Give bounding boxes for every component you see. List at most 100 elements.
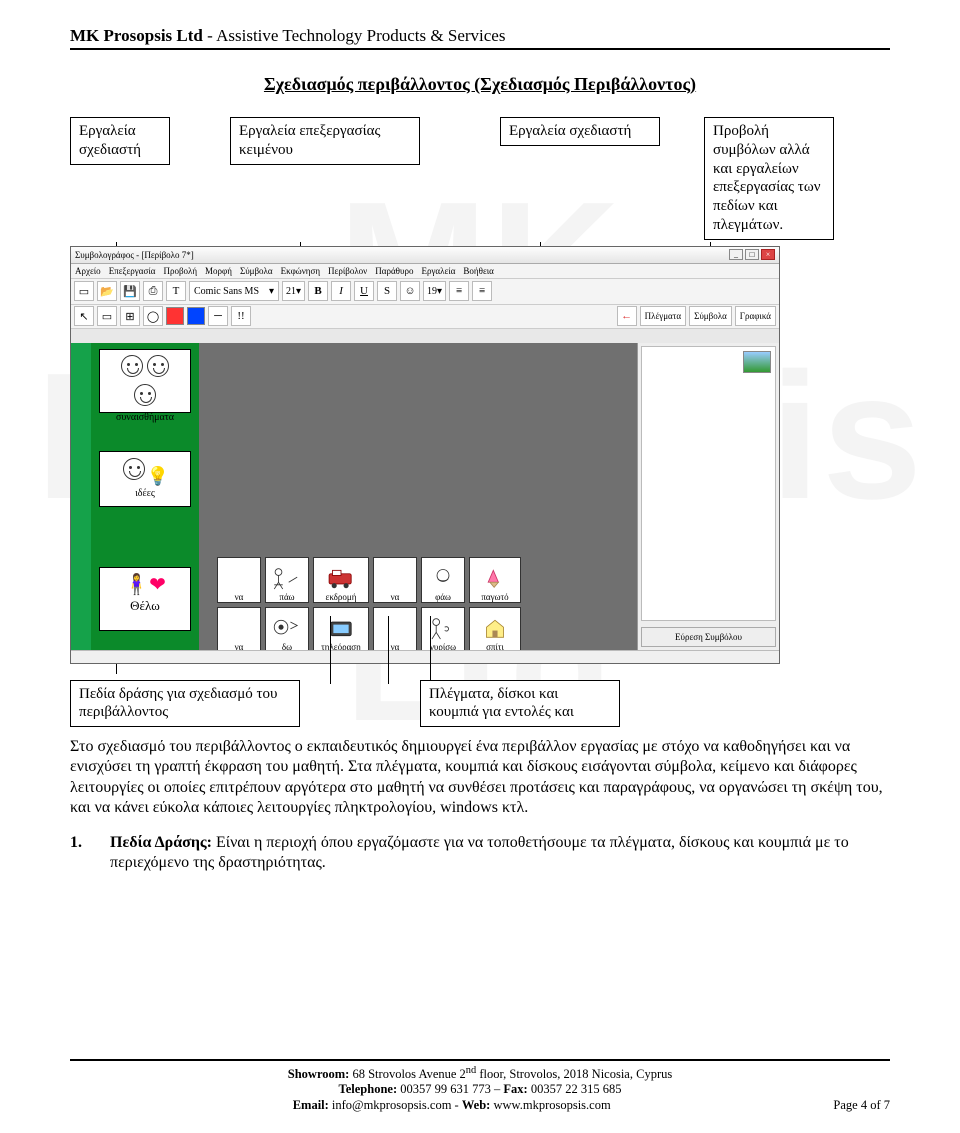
- left-toolstrip: [71, 343, 91, 650]
- text-icon[interactable]: T: [166, 281, 186, 301]
- footer-text: 00357 22 315 685: [528, 1082, 622, 1096]
- app-screenshot: Συμβολογράφος - [Περίβολο 7*] _ □ × Αρχε…: [70, 246, 780, 664]
- tab-symbols[interactable]: Σύμβολα: [689, 306, 732, 326]
- symbol-thumbnail[interactable]: [743, 351, 771, 373]
- tab-graphics[interactable]: Γραφικά: [735, 306, 776, 326]
- page-footer: Showroom: 68 Strovolos Avenue 2nd floor,…: [70, 1059, 890, 1113]
- callout-grids-buttons: Πλέγματα, δίσκοι και κουμπιά για εντολές…: [420, 680, 620, 728]
- arrow-icon[interactable]: ↖: [74, 306, 94, 326]
- card-label: ιδέες: [100, 487, 190, 500]
- item-text: Είναι η περιοχή όπου εργαζόμαστε για να …: [110, 834, 849, 871]
- window-controls: _ □ ×: [729, 249, 775, 260]
- menubar: Αρχείο Επεξεργασία Προβολή Μορφή Σύμβολα…: [71, 264, 779, 279]
- grid-cell[interactable]: παγωτό: [469, 557, 521, 603]
- design-canvas[interactable]: συναισθήματα 💡 ιδέες 🧍‍♀️❤ Θέλω να πάω ε…: [91, 343, 637, 650]
- bold-icon[interactable]: B: [308, 281, 328, 301]
- numbered-item: 1. Πεδία Δράσης: Είναι η περιοχή όπου ερ…: [70, 833, 890, 874]
- section-title: Σχεδιασμός περιβάλλοντος (Σχεδιασμός Περ…: [70, 74, 890, 95]
- callout-symbol-panel: Προβολή συμβόλων αλλά και εργαλείων επεξ…: [704, 117, 834, 240]
- window-titlebar: Συμβολογράφος - [Περίβολο 7*] _ □ ×: [71, 247, 779, 264]
- back-icon[interactable]: ←: [617, 306, 637, 326]
- symbol-size-select[interactable]: 19 ▾: [423, 281, 446, 301]
- menu-item[interactable]: Μορφή: [205, 266, 232, 276]
- align-left-icon[interactable]: ≡: [449, 281, 469, 301]
- menu-item[interactable]: Προβολή: [163, 266, 197, 276]
- footer-label: Web:: [462, 1098, 490, 1112]
- statusbar: [71, 650, 779, 663]
- footer-label: Email:: [293, 1098, 329, 1112]
- item-number: 1.: [70, 833, 90, 874]
- find-symbol-button[interactable]: Εύρεση Συμβόλου: [641, 627, 776, 647]
- font-size-select[interactable]: 21 ▾: [282, 281, 305, 301]
- footer-text: info@mkprosopsis.com -: [329, 1098, 462, 1112]
- card-emotions[interactable]: συναισθήματα: [99, 349, 191, 413]
- window-title-text: Συμβολογράφος - [Περίβολο 7*]: [75, 250, 194, 260]
- toolbar-shapes: ↖ ▭ ⊞ ◯ ─ !! ← Πλέγματα Σύμβολα Γραφικά: [71, 305, 779, 329]
- grid-icon[interactable]: ⊞: [120, 306, 140, 326]
- item-title: Πεδία Δράσης:: [110, 834, 212, 851]
- menu-item[interactable]: Εργαλεία: [421, 266, 455, 276]
- menu-item[interactable]: Περίβολον: [328, 266, 367, 276]
- grid-cell[interactable]: εκδρομή: [313, 557, 369, 603]
- grid-cell[interactable]: να: [217, 557, 261, 603]
- menu-item[interactable]: Βοήθεια: [463, 266, 493, 276]
- color-blue[interactable]: [187, 307, 205, 325]
- color-red[interactable]: [166, 307, 184, 325]
- save-icon[interactable]: 💾: [120, 281, 140, 301]
- body-paragraph: Στο σχεδιασμό του περιβάλλοντος ο εκπαιδ…: [70, 737, 890, 819]
- underline-icon[interactable]: U: [354, 281, 374, 301]
- close-icon[interactable]: ×: [761, 249, 775, 260]
- right-panel: Εύρεση Συμβόλου: [637, 343, 779, 650]
- new-icon[interactable]: ▭: [74, 281, 94, 301]
- company-subtitle: - Assistive Technology Products & Servic…: [203, 26, 506, 45]
- punct-icon[interactable]: !!: [231, 306, 251, 326]
- card-want[interactable]: 🧍‍♀️❤ Θέλω: [99, 567, 191, 631]
- card-ideas[interactable]: 💡 ιδέες: [99, 451, 191, 507]
- grid-cell[interactable]: να: [373, 607, 417, 653]
- company-name: MK Prosopsis Ltd: [70, 26, 203, 45]
- callout-designer-tools: Εργαλεία σχεδιαστή: [70, 117, 170, 165]
- work-area: συναισθήματα 💡 ιδέες 🧍‍♀️❤ Θέλω να πάω ε…: [71, 343, 779, 650]
- footer-text: 68 Strovolos Avenue 2: [349, 1067, 465, 1081]
- footer-text: www.mkprosopsis.com: [490, 1098, 610, 1112]
- footer-label: Showroom:: [288, 1067, 350, 1081]
- align-center-icon[interactable]: ≡: [472, 281, 492, 301]
- footer-label: Telephone:: [339, 1082, 398, 1096]
- shadow-icon[interactable]: S: [377, 281, 397, 301]
- footer-label: Fax:: [503, 1082, 527, 1096]
- header-rule: [70, 48, 890, 50]
- font-select[interactable]: Comic Sans MS▾: [189, 281, 279, 301]
- open-icon[interactable]: 📂: [97, 281, 117, 301]
- grid-cell[interactable]: τηλεόραση: [313, 607, 369, 653]
- grid-cell[interactable]: φάω: [421, 557, 465, 603]
- grid-cell[interactable]: σπίτι: [469, 607, 521, 653]
- menu-item[interactable]: Επεξεργασία: [109, 266, 156, 276]
- menu-item[interactable]: Παράθυρο: [375, 266, 413, 276]
- footer-sup: nd: [466, 1065, 476, 1076]
- grid-cell[interactable]: γυρίσω: [421, 607, 465, 653]
- toolbar-formatting: ▭ 📂 💾 ⎙ T Comic Sans MS▾ 21 ▾ B I U S ☺ …: [71, 279, 779, 305]
- print-icon[interactable]: ⎙: [143, 281, 163, 301]
- tab-grids[interactable]: Πλέγματα: [640, 306, 687, 326]
- rect-icon[interactable]: ▭: [97, 306, 117, 326]
- disc-icon[interactable]: ◯: [143, 306, 163, 326]
- footer-text: floor, Strovolos, 2018 Nicosia, Cyprus: [476, 1067, 672, 1081]
- menu-item[interactable]: Σύμβολα: [240, 266, 273, 276]
- card-label: Θέλω: [100, 597, 190, 615]
- grid-cell[interactable]: να: [373, 557, 417, 603]
- grid-cell[interactable]: δω: [265, 607, 309, 653]
- menu-item[interactable]: Αρχείο: [75, 266, 101, 276]
- callout-text-tools: Εργαλεία επεξεργασίας κειμένου: [230, 117, 420, 165]
- line-icon[interactable]: ─: [208, 306, 228, 326]
- maximize-icon[interactable]: □: [745, 249, 759, 260]
- menu-item[interactable]: Εκφώνηση: [281, 266, 320, 276]
- grid-cell[interactable]: πάω: [265, 557, 309, 603]
- grid-cell[interactable]: να: [217, 607, 261, 653]
- page-header: MK Prosopsis Ltd - Assistive Technology …: [70, 26, 890, 46]
- callout-designer-tools-2: Εργαλεία σχεδιαστή: [500, 117, 660, 146]
- footer-text: 00357 99 631 773 –: [397, 1082, 503, 1096]
- minimize-icon[interactable]: _: [729, 249, 743, 260]
- italic-icon[interactable]: I: [331, 281, 351, 301]
- symbol-icon[interactable]: ☺: [400, 281, 420, 301]
- callout-action-fields: Πεδία δράσης για σχεδιασμό του περιβάλλο…: [70, 680, 300, 728]
